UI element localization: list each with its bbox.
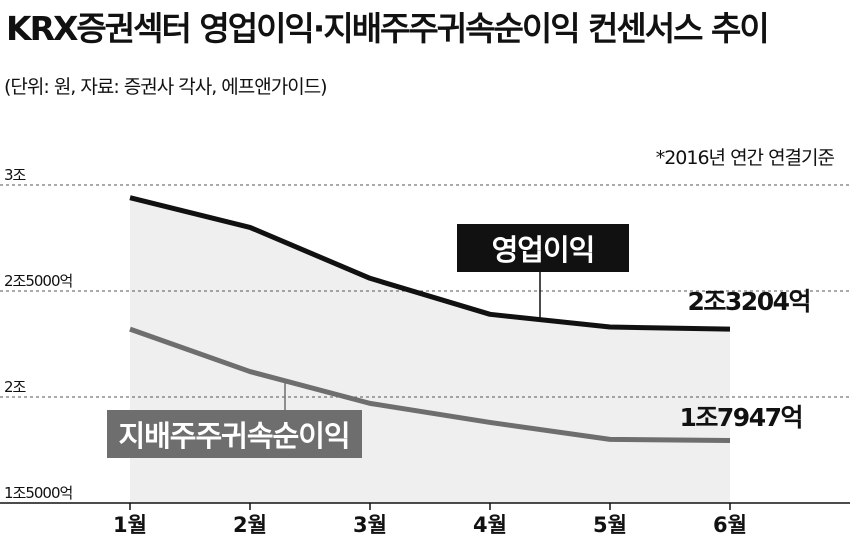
x-tick-label: 4월 (473, 513, 507, 537)
y-tick-label: 3조 (4, 166, 27, 184)
chart-note: *2016년 연간 연결기준 (656, 147, 835, 169)
x-tick-label: 1월 (113, 513, 147, 537)
x-tick-label: 3월 (353, 513, 387, 537)
chart-title: KRX증권섹터 영업이익·지배주주귀속순이익 컨센서스 추이 (6, 9, 770, 48)
series-label-operating-profit: 영업이익 (492, 233, 595, 267)
end-value-net-income: 1조7947억 (680, 403, 802, 432)
chart-subtitle: (단위: 원, 자료: 증권사 각사, 에프앤가이드) (4, 76, 328, 98)
end-value-operating-profit: 2조3204억 (688, 287, 810, 316)
x-tick-label: 6월 (713, 513, 747, 537)
series-line-operating-profit (129, 195, 731, 332)
y-tick-label: 2조5000억 (4, 272, 72, 290)
x-tick-label: 5월 (593, 513, 627, 537)
y-tick-label: 1조5000억 (4, 484, 72, 502)
series-label-box-net-income (107, 410, 362, 458)
series-line-net-income (129, 326, 731, 444)
series-label-net-income: 지배주주귀속순이익 (118, 419, 349, 453)
series-label-box-operating-profit (457, 224, 629, 272)
y-tick-label: 2조 (4, 378, 27, 396)
x-tick-label: 2월 (233, 513, 267, 537)
